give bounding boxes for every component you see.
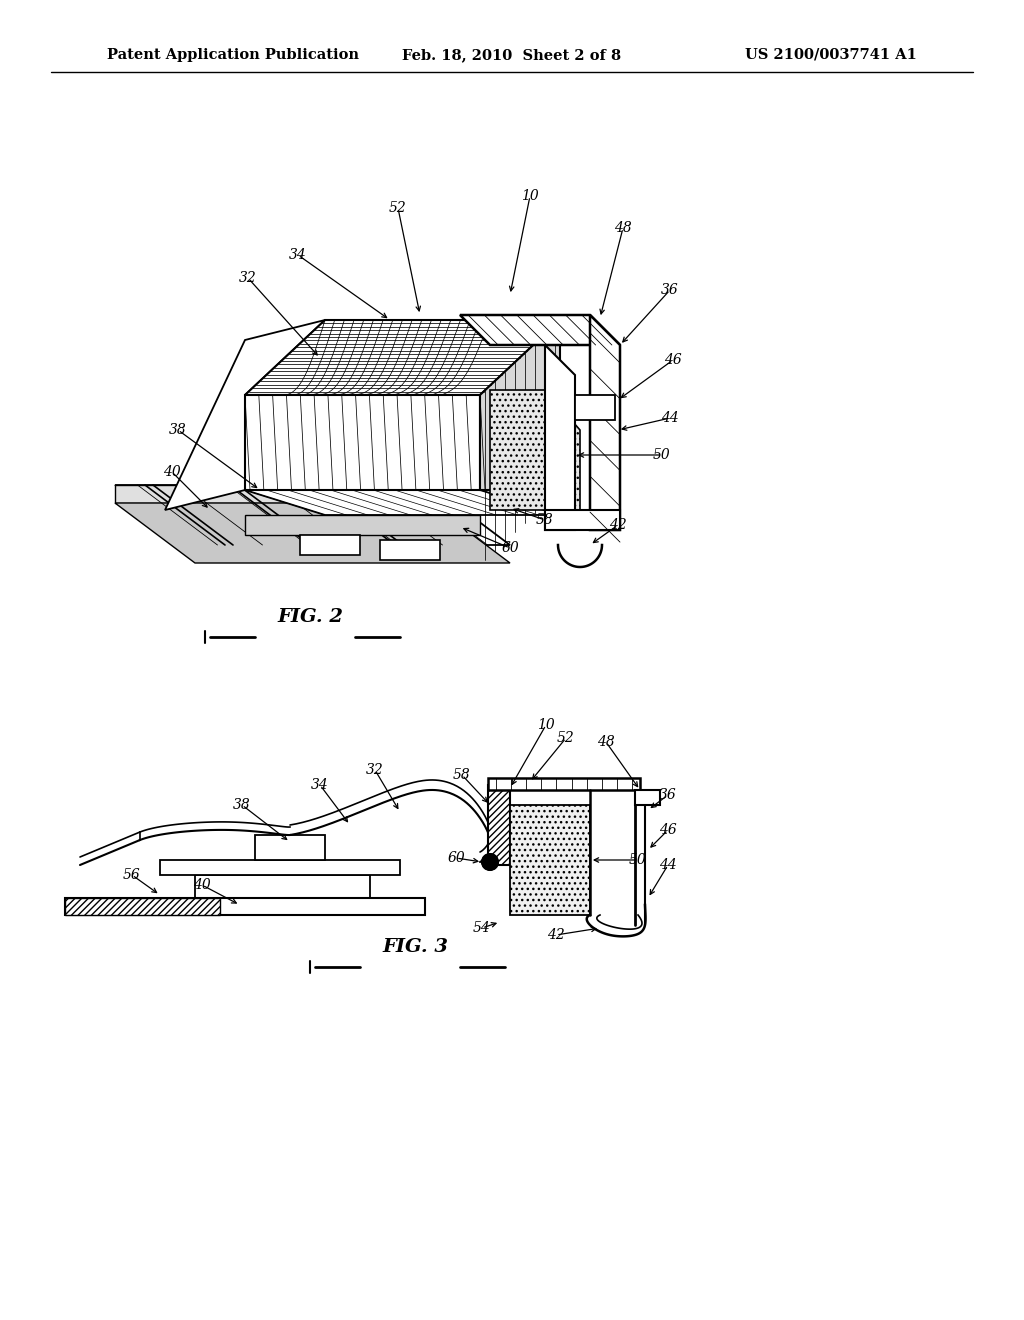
Text: 32: 32	[240, 271, 257, 285]
Text: 38: 38	[169, 422, 186, 437]
Text: 52: 52	[557, 731, 574, 744]
Text: 54: 54	[473, 921, 490, 935]
Text: 60: 60	[447, 851, 465, 865]
Polygon shape	[65, 898, 220, 915]
Polygon shape	[245, 515, 480, 535]
Text: 36: 36	[662, 282, 679, 297]
Polygon shape	[380, 540, 440, 560]
Text: 46: 46	[665, 352, 682, 367]
Text: 50: 50	[629, 853, 647, 867]
Text: 48: 48	[597, 735, 614, 748]
Text: 52: 52	[389, 201, 407, 215]
Text: 42: 42	[547, 928, 565, 942]
Polygon shape	[545, 510, 620, 531]
Polygon shape	[115, 503, 510, 564]
Polygon shape	[480, 319, 560, 490]
Text: 60: 60	[501, 541, 519, 554]
Text: 34: 34	[311, 777, 329, 792]
Circle shape	[482, 854, 498, 870]
Text: FIG. 3: FIG. 3	[382, 939, 449, 956]
Polygon shape	[115, 484, 430, 503]
Polygon shape	[488, 785, 510, 865]
Text: 10: 10	[521, 189, 539, 203]
Polygon shape	[160, 861, 400, 875]
Polygon shape	[245, 395, 480, 490]
Text: 56: 56	[123, 869, 141, 882]
Text: 48: 48	[614, 220, 632, 235]
Text: 38: 38	[233, 799, 251, 812]
Polygon shape	[545, 345, 575, 531]
Polygon shape	[488, 777, 640, 789]
Text: 40: 40	[163, 465, 181, 479]
Polygon shape	[460, 315, 620, 345]
Polygon shape	[245, 490, 560, 515]
Polygon shape	[490, 389, 580, 510]
Polygon shape	[510, 805, 590, 915]
Polygon shape	[575, 395, 615, 420]
Text: 50: 50	[653, 447, 671, 462]
Text: 42: 42	[609, 517, 627, 532]
Text: 34: 34	[289, 248, 307, 261]
Text: 58: 58	[454, 768, 471, 781]
Text: FIG. 2: FIG. 2	[278, 609, 343, 626]
Text: US 2100/0037741 A1: US 2100/0037741 A1	[745, 48, 918, 62]
Polygon shape	[255, 836, 325, 861]
Polygon shape	[245, 319, 560, 395]
Text: 32: 32	[367, 763, 384, 777]
Text: Feb. 18, 2010  Sheet 2 of 8: Feb. 18, 2010 Sheet 2 of 8	[402, 48, 622, 62]
Polygon shape	[115, 484, 510, 545]
Polygon shape	[65, 898, 425, 915]
Polygon shape	[165, 319, 325, 510]
Text: Patent Application Publication: Patent Application Publication	[106, 48, 359, 62]
Text: 44: 44	[662, 411, 679, 425]
Text: 36: 36	[659, 788, 677, 803]
Text: 44: 44	[659, 858, 677, 873]
Polygon shape	[590, 315, 620, 531]
Text: 40: 40	[194, 878, 211, 892]
Polygon shape	[300, 535, 360, 554]
Text: 10: 10	[538, 718, 555, 733]
Text: 46: 46	[659, 822, 677, 837]
Polygon shape	[635, 789, 660, 805]
Text: 58: 58	[537, 513, 554, 527]
